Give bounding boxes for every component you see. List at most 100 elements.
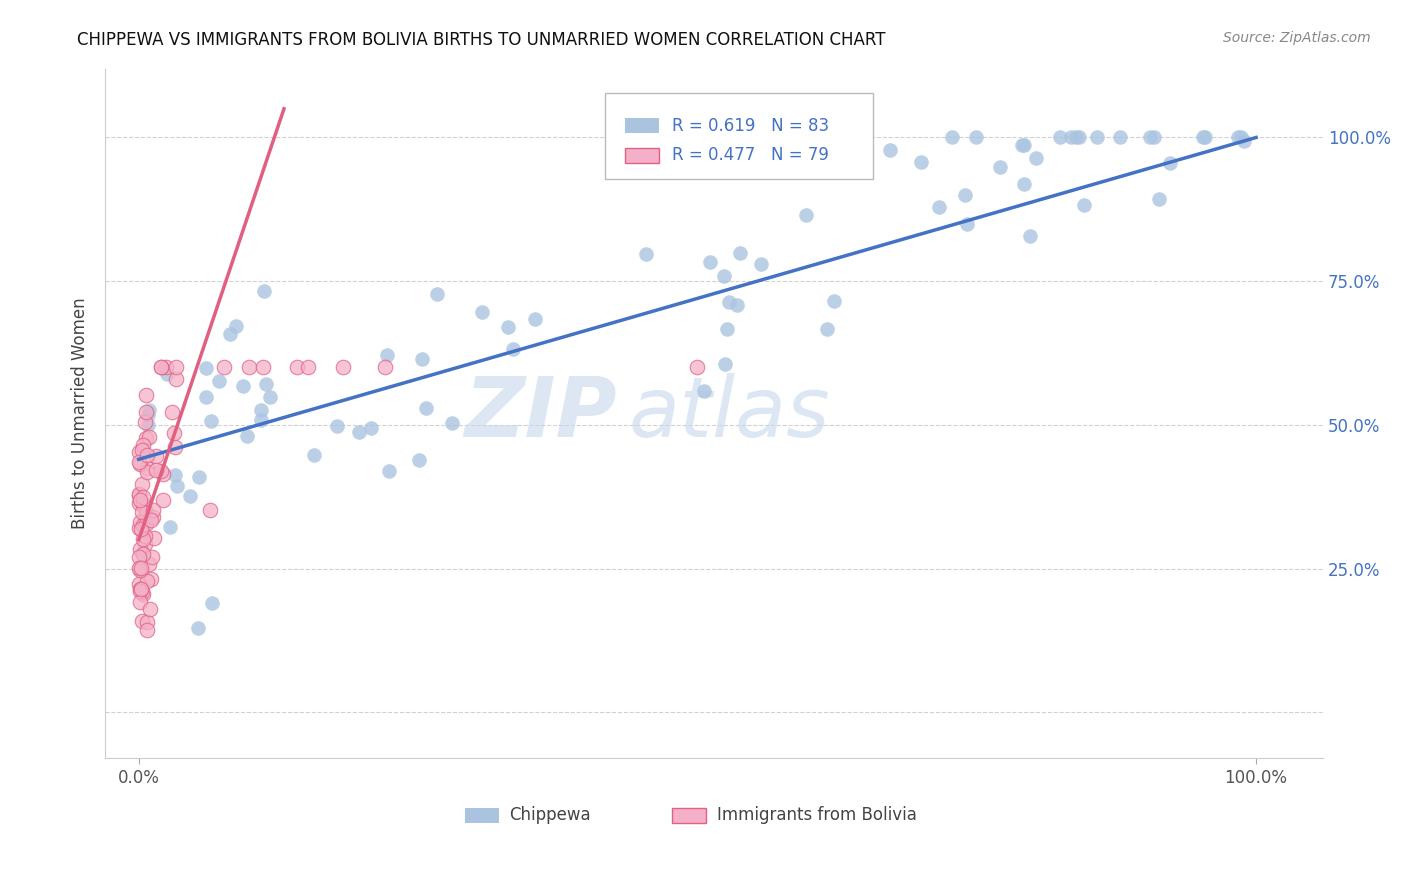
Point [143, 531, 166, 545]
Point [636, 246, 658, 260]
Point [326, 419, 349, 434]
Point [131, 518, 153, 533]
Point [128, 576, 150, 591]
Point [128, 584, 150, 599]
Point [136, 418, 159, 433]
Point [411, 351, 433, 366]
FancyBboxPatch shape [605, 93, 873, 179]
Point [159, 520, 181, 534]
Point [1073, 198, 1095, 212]
Point [1064, 130, 1087, 145]
Point [1147, 192, 1170, 206]
Point [717, 294, 740, 309]
Y-axis label: Births to Unmarried Women: Births to Unmarried Women [72, 298, 89, 529]
Point [1230, 130, 1253, 145]
Point [134, 537, 156, 551]
FancyBboxPatch shape [672, 808, 706, 823]
Point [149, 360, 172, 375]
Point [1143, 130, 1166, 145]
Point [129, 542, 152, 557]
Point [165, 360, 187, 375]
Point [502, 342, 524, 356]
Point [408, 452, 430, 467]
Point [238, 360, 260, 375]
Point [374, 360, 396, 375]
Point [252, 360, 274, 375]
Point [132, 497, 155, 511]
Point [179, 489, 201, 503]
Point [134, 529, 156, 543]
Point [285, 360, 308, 375]
Point [134, 510, 156, 524]
Point [201, 596, 224, 610]
Point [145, 449, 167, 463]
Point [249, 403, 271, 417]
Point [138, 557, 160, 571]
Point [129, 522, 152, 536]
Point [135, 516, 157, 531]
Point [131, 585, 153, 599]
Point [249, 413, 271, 427]
Point [165, 372, 187, 386]
Point [787, 130, 810, 145]
Point [136, 624, 159, 638]
Point [131, 442, 153, 457]
Point [727, 298, 749, 312]
Point [128, 561, 150, 575]
Point [129, 457, 152, 471]
Text: atlas: atlas [628, 373, 831, 454]
Point [471, 305, 494, 319]
Point [728, 245, 751, 260]
Text: R = 0.619   N = 83: R = 0.619 N = 83 [672, 117, 828, 135]
Point [136, 615, 159, 629]
Point [1018, 228, 1040, 243]
Point [225, 318, 247, 333]
Point [699, 254, 721, 268]
Point [128, 487, 150, 501]
Point [132, 586, 155, 600]
Point [152, 493, 174, 508]
Point [141, 572, 163, 586]
Point [360, 421, 382, 435]
Point [254, 376, 277, 391]
Point [142, 503, 165, 517]
Point [749, 256, 772, 270]
Point [128, 455, 150, 469]
Point [163, 467, 186, 482]
Point [1060, 130, 1083, 145]
Point [232, 379, 254, 393]
Point [129, 516, 152, 530]
Point [135, 388, 157, 402]
Point [304, 448, 326, 462]
Point [1049, 130, 1071, 145]
Point [150, 464, 173, 478]
Point [132, 532, 155, 546]
Point [1194, 130, 1216, 145]
Point [132, 490, 155, 504]
Point [135, 505, 157, 519]
Point [713, 357, 735, 371]
Point [160, 405, 183, 419]
Point [1139, 130, 1161, 145]
Point [135, 405, 157, 419]
Point [135, 431, 157, 445]
Point [145, 463, 167, 477]
Point [965, 130, 987, 145]
Point [347, 425, 370, 440]
Point [138, 430, 160, 444]
Point [141, 549, 163, 564]
Point [1192, 130, 1215, 145]
Point [252, 284, 274, 298]
Point [713, 268, 735, 283]
Point [200, 414, 222, 428]
Point [188, 470, 211, 484]
Point [879, 143, 901, 157]
FancyBboxPatch shape [626, 148, 659, 163]
Point [152, 467, 174, 481]
Point [142, 510, 165, 524]
Point [138, 402, 160, 417]
Point [988, 161, 1011, 175]
Point [235, 429, 257, 443]
Point [1025, 151, 1047, 165]
Text: Chippewa: Chippewa [509, 805, 591, 823]
